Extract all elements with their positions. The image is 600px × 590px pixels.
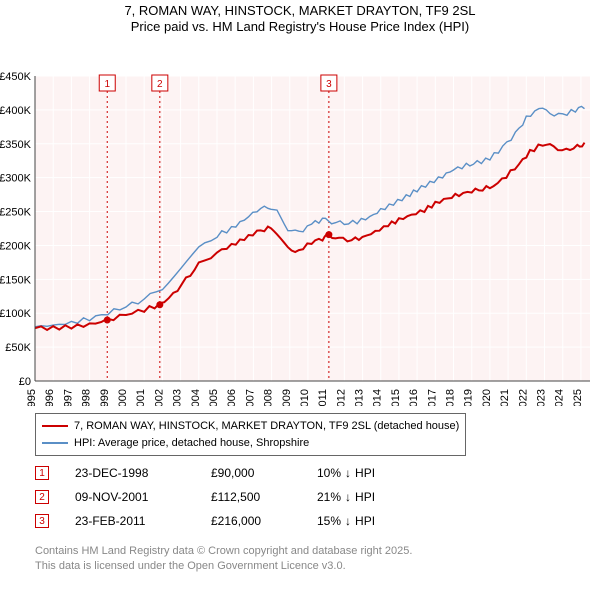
svg-text:2014: 2014 [372,389,384,406]
svg-text:2020: 2020 [481,389,493,406]
svg-text:2000: 2000 [117,389,129,406]
svg-text:£350K: £350K [0,138,32,150]
svg-text:2006: 2006 [226,389,238,406]
svg-text:£250K: £250K [0,206,32,218]
legend-swatch [42,425,68,427]
svg-text:2002: 2002 [153,389,165,406]
svg-text:1: 1 [104,79,110,90]
svg-text:£300K: £300K [0,172,32,184]
title-line-1: 7, ROMAN WAY, HINSTOCK, MARKET DRAYTON, … [0,3,600,19]
license-footer: Contains HM Land Registry data © Crown c… [35,544,412,574]
svg-text:£100K: £100K [0,308,32,320]
legend-swatch [42,442,68,444]
down-arrow-icon: ↓ [345,514,351,528]
sale-price: £112,500 [211,490,291,504]
svg-text:2007: 2007 [244,389,256,406]
svg-text:2025: 2025 [572,389,584,406]
svg-text:£450K: £450K [0,71,32,83]
svg-text:2023: 2023 [536,389,548,406]
legend: 7, ROMAN WAY, HINSTOCK, MARKET DRAYTON, … [35,413,466,456]
svg-text:2010: 2010 [299,389,311,406]
sales-table: 1 23-DEC-1998 £90,000 10% ↓ HPI 2 09-NOV… [35,461,375,533]
svg-text:2013: 2013 [354,389,366,406]
sale-delta: 21% ↓ HPI [317,490,375,504]
sale-number-box: 1 [35,466,49,480]
svg-text:2001: 2001 [135,389,147,406]
title-line-2: Price paid vs. HM Land Registry's House … [0,19,600,35]
svg-text:3: 3 [326,79,332,90]
sale-delta: 15% ↓ HPI [317,514,375,528]
svg-text:2016: 2016 [408,389,420,406]
chart-title: 7, ROMAN WAY, HINSTOCK, MARKET DRAYTON, … [0,0,600,36]
svg-text:2021: 2021 [499,389,511,406]
svg-text:£0: £0 [19,376,31,388]
svg-text:1995: 1995 [26,389,38,406]
svg-text:2: 2 [157,79,163,90]
svg-text:2022: 2022 [517,389,529,406]
sale-price: £216,000 [211,514,291,528]
svg-text:2005: 2005 [208,389,220,406]
legend-row: HPI: Average price, detached house, Shro… [42,435,459,452]
svg-text:2017: 2017 [426,389,438,406]
svg-text:2003: 2003 [172,389,184,406]
svg-text:2011: 2011 [317,389,329,406]
svg-text:2018: 2018 [445,389,457,406]
svg-text:1999: 1999 [99,389,111,406]
svg-text:2019: 2019 [463,389,475,406]
svg-text:2008: 2008 [263,389,275,406]
svg-text:2012: 2012 [335,389,347,406]
sale-price: £90,000 [211,466,291,480]
sale-date: 23-DEC-1998 [75,466,185,480]
sale-number-box: 2 [35,490,49,504]
price-chart: £0 £50K £100K £150K £200K £250K £300K £350K £400… [0,36,600,406]
svg-text:2009: 2009 [281,389,293,406]
svg-text:£400K: £400K [0,104,32,116]
sale-row: 3 23-FEB-2011 £216,000 15% ↓ HPI [35,509,375,533]
footer-line-2: This data is licensed under the Open Gov… [35,559,412,574]
legend-label: HPI: Average price, detached house, Shro… [74,435,309,452]
legend-label: 7, ROMAN WAY, HINSTOCK, MARKET DRAYTON, … [74,418,459,435]
sale-date: 23-FEB-2011 [75,514,185,528]
svg-text:£200K: £200K [0,240,32,252]
svg-text:2024: 2024 [554,389,566,406]
svg-text:1997: 1997 [62,389,74,406]
svg-text:1998: 1998 [81,389,93,406]
footer-line-1: Contains HM Land Registry data © Crown c… [35,544,412,559]
legend-row: 7, ROMAN WAY, HINSTOCK, MARKET DRAYTON, … [42,418,459,435]
svg-text:1996: 1996 [44,389,56,406]
sale-number-box: 3 [35,514,49,528]
down-arrow-icon: ↓ [345,466,351,480]
svg-text:£50K: £50K [5,342,31,354]
svg-text:2015: 2015 [390,389,402,406]
sale-row: 1 23-DEC-1998 £90,000 10% ↓ HPI [35,461,375,485]
sale-row: 2 09-NOV-2001 £112,500 21% ↓ HPI [35,485,375,509]
sale-delta: 10% ↓ HPI [317,466,375,480]
svg-text:2004: 2004 [190,389,202,406]
svg-text:£150K: £150K [0,274,32,286]
down-arrow-icon: ↓ [345,490,351,504]
sale-date: 09-NOV-2001 [75,490,185,504]
